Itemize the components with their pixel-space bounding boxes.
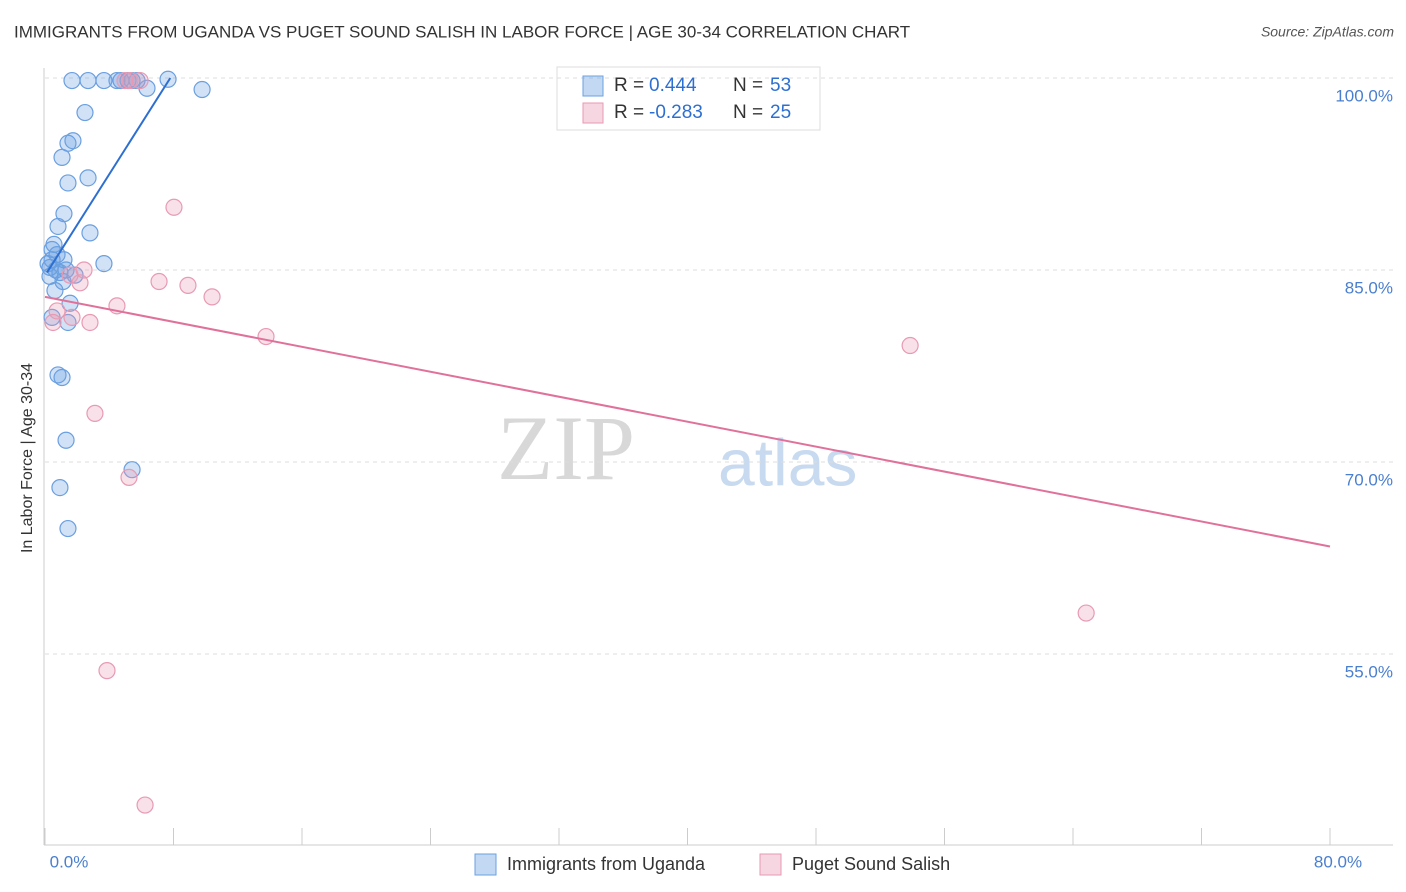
x-tick-label: 80.0% [1314,852,1362,871]
point [46,281,64,300]
point [901,336,919,355]
legend-swatch [582,75,604,97]
point [53,148,71,166]
point [179,276,197,294]
chart-title: IMMIGRANTS FROM UGANDA VS PUGET SOUND SA… [14,22,910,41]
point [203,288,221,306]
point [81,224,99,242]
point [81,313,99,332]
point [159,70,177,88]
point [150,272,168,291]
watermark: ZIP [497,397,635,499]
point [116,71,134,90]
point [64,132,82,150]
point [121,71,139,90]
point [165,198,183,216]
point [53,368,71,387]
point [44,313,62,332]
r-value: -0.283 [649,102,703,123]
legend-label: Immigrants from Uganda [507,854,706,874]
point [79,71,97,90]
point [95,255,113,273]
stat-label: N = [733,75,763,96]
legend-swatch [582,102,604,124]
x-tick-label: 0.0% [50,852,89,871]
y-tick-label: 85.0% [1345,278,1393,297]
point [43,240,61,259]
y-tick-label: 100.0% [1335,86,1393,105]
point [63,71,81,90]
point [57,431,75,449]
point [59,174,77,192]
trend-line [44,295,1331,548]
point [76,103,94,122]
stat-label: R = [614,75,644,96]
y-axis-label: In Labor Force | Age 30-34 [19,363,36,553]
point [120,468,138,486]
n-value: 25 [770,102,791,123]
stat-label: R = [614,102,644,123]
point [51,479,69,497]
point [61,266,79,284]
point [79,169,97,187]
r-value: 0.444 [649,75,697,96]
legend-swatch [474,853,497,876]
point [136,796,154,814]
watermark: atlas [718,425,857,499]
n-value: 53 [770,75,791,96]
point [1077,604,1095,622]
legend-swatch [759,853,782,876]
point [131,71,149,90]
point [49,217,67,236]
source: Source: ZipAtlas.com [1261,24,1394,40]
point [98,662,116,680]
point [63,308,81,326]
y-tick-label: 55.0% [1345,662,1393,681]
y-tick-label: 70.0% [1345,470,1393,489]
point [95,71,113,90]
point [257,327,275,346]
point [59,519,77,538]
legend-label: Puget Sound Salish [792,854,950,874]
point [86,404,104,422]
stat-label: N = [733,102,763,123]
trend-line [46,77,172,274]
point [193,80,211,99]
